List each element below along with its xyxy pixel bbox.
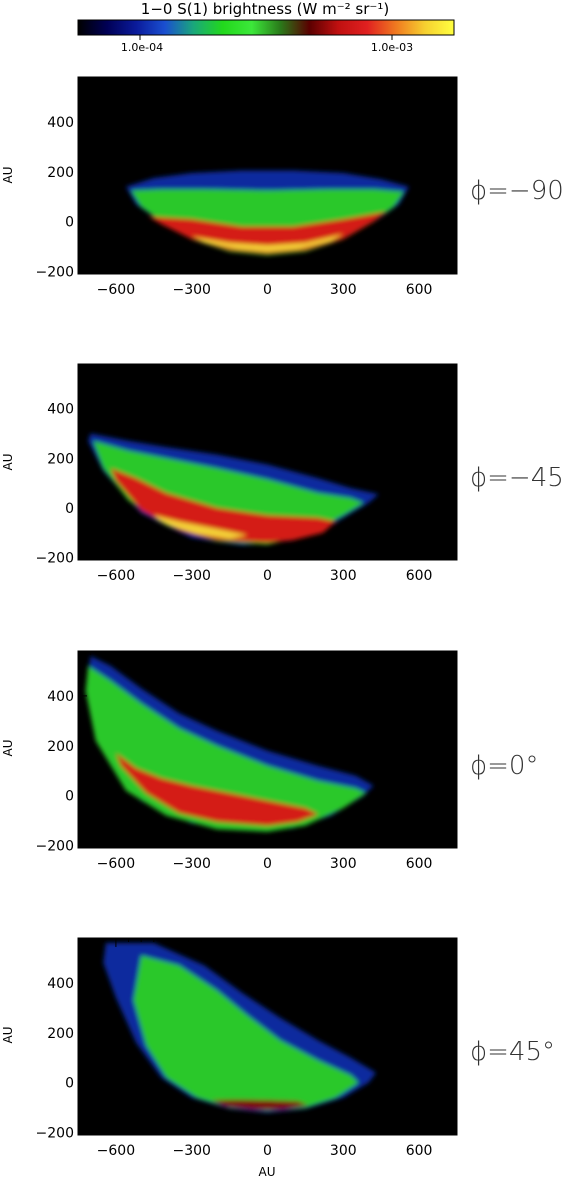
x-tick-label: 600: [406, 856, 433, 872]
x-tick-label: 600: [406, 568, 433, 584]
x-tick-label: 300: [330, 1143, 357, 1159]
colorbar-strip: [77, 19, 455, 36]
x-tick-label: 0: [263, 568, 272, 584]
x-tick-label: 600: [406, 282, 433, 298]
emission-region-red: [110, 468, 336, 543]
x-tick-label: 0: [263, 856, 272, 872]
y-tick-label: 200: [47, 451, 74, 467]
panel-phi-45: −600 −300 0 300 600 −200 0 200 400 AU ϕ=45° AU: [1, 937, 555, 1179]
y-tick-label: 400: [47, 402, 74, 418]
x-tick-label: −300: [172, 282, 210, 298]
y-tick-label: −200: [36, 551, 74, 567]
emission-region-yellow: [153, 515, 248, 539]
x-tick-label: −600: [97, 568, 135, 584]
emission-region-yellow: [191, 234, 344, 252]
colorbar-title: 1−0 S(1) brightness (W m⁻² sr⁻¹): [141, 0, 389, 18]
y-tick-label: −200: [36, 839, 74, 855]
y-axis-label: AU: [1, 167, 15, 184]
x-tick-label: −300: [172, 568, 210, 584]
x-axis-label: AU: [259, 1165, 276, 1179]
x-tick-label: 0: [263, 1143, 272, 1159]
emission-map: [85, 656, 374, 832]
emission-map: [103, 943, 377, 1113]
y-tick-label: 400: [47, 976, 74, 992]
panel-annotation: ϕ=−90°: [470, 176, 566, 206]
panel-phi-minus-90: −600 −300 0 300 600 −200 0 200 400 AU ϕ=−90°: [1, 76, 566, 298]
x-tick-label: −300: [172, 856, 210, 872]
y-axis-label: AU: [1, 454, 15, 471]
y-tick-label: 200: [47, 1026, 74, 1042]
y-tick-label: 400: [47, 115, 74, 131]
y-tick-label: 0: [65, 1076, 74, 1092]
x-tick-label: 300: [330, 568, 357, 584]
y-tick-label: 0: [65, 215, 74, 231]
colorbar-tick-label-2: 1.0e-03: [371, 41, 413, 54]
colorbar: 1−0 S(1) brightness (W m⁻² sr⁻¹) 1.0e-04…: [77, 0, 455, 54]
x-tick-label: −600: [97, 1143, 135, 1159]
y-tick-label: −200: [36, 1126, 74, 1142]
y-tick-label: 200: [47, 165, 74, 181]
emission-region-red: [115, 753, 319, 826]
emission-region-green: [133, 955, 359, 1111]
x-tick-label: −600: [97, 282, 135, 298]
emission-map: [88, 433, 379, 546]
x-tick-label: −300: [172, 1143, 210, 1159]
x-tick-label: 600: [406, 1143, 433, 1159]
x-tick-label: 300: [330, 856, 357, 872]
y-axis-label: AU: [1, 740, 15, 757]
colorbar-tick-label-1: 1.0e-04: [121, 41, 163, 54]
emission-region-red: [211, 1099, 308, 1110]
y-tick-label: −200: [36, 265, 74, 281]
panel-annotation: ϕ=−45°: [470, 463, 566, 493]
emission-map: [126, 170, 409, 256]
panel-phi-minus-45: −600 −300 0 300 600 −200 0 200 400 AU ϕ=−45°: [1, 363, 566, 584]
y-tick-label: 0: [65, 501, 74, 517]
panel-annotation: ϕ=0°: [470, 751, 538, 781]
y-tick-label: 400: [47, 689, 74, 705]
y-tick-label: 200: [47, 739, 74, 755]
x-tick-label: 0: [263, 282, 272, 298]
y-axis-label: AU: [1, 1027, 15, 1044]
panel-phi-0: −600 −300 0 300 600 −200 0 200 400 AU ϕ=0°: [1, 650, 538, 872]
y-tick-label: 0: [65, 789, 74, 805]
panel-annotation: ϕ=45°: [470, 1037, 555, 1067]
x-tick-label: 300: [330, 282, 357, 298]
x-tick-label: −600: [97, 856, 135, 872]
